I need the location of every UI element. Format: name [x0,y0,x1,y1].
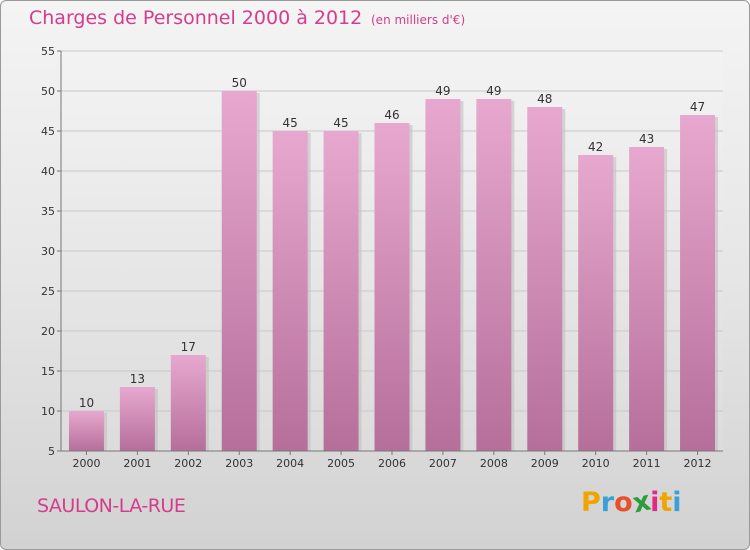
bar-2005 [323,131,359,451]
bar-value-label: 50 [232,76,247,90]
bar-value-label: 48 [537,92,552,106]
y-tick-label: 10 [41,405,55,418]
x-tick-label: 2010 [582,457,610,470]
bar-value-label: 47 [690,100,705,114]
bar-2001 [119,387,155,451]
bar-value-label: 45 [283,116,298,130]
logo-letter: P [581,487,601,518]
y-tick-label: 5 [48,445,55,458]
x-tick-label: 2005 [327,457,355,470]
x-axis: 2000 2001 2002 2003 2004 2005 2006 2007 2008 2009… [72,451,712,470]
logo-letter: o [614,487,633,518]
bar-2007 [425,99,461,451]
y-tick-label: 55 [41,45,55,58]
logo-letter: t [659,487,673,518]
y-tick-label: 35 [41,205,55,218]
chart-title: Charges de Personnel 2000 à 2012 [29,7,363,29]
bar-2002 [170,355,206,451]
x-tick-label: 2003 [225,457,253,470]
proxiti-logo: Proxiti [581,486,682,520]
x-tick-label: 2007 [429,457,457,470]
y-tick-label: 30 [41,245,55,258]
bar-value-label: 13 [130,372,145,386]
x-tick-label: 2004 [276,457,304,470]
bar-2011 [629,147,665,451]
y-axis: 5 10 15 20 25 30 35 40 45 50 55 [41,45,61,458]
y-tick-label: 40 [41,165,55,178]
logo-letter: i [672,487,682,518]
bar-2008 [476,99,512,451]
bar-value-label: 43 [639,132,654,146]
bar-value-label: 17 [181,340,196,354]
y-tick-label: 50 [41,85,55,98]
bar-value-label: 45 [333,116,348,130]
bar-2012 [680,115,716,451]
y-tick-label: 15 [41,365,55,378]
bar-value-label: 10 [79,396,94,410]
commune-name: SAULON-LA-RUE [37,495,186,517]
logo-letter: r [600,487,615,518]
bar-2000 [68,411,104,451]
bar-2009 [527,107,563,451]
bar-2003 [221,91,257,451]
y-tick-label: 20 [41,325,55,338]
bars: 10 13 17 50 45 45 46 49 49 48 42 43 47 [68,76,719,451]
chart-unit: (en milliers d'€) [371,13,466,27]
bar-2010 [578,155,614,451]
x-tick-label: 2002 [174,457,202,470]
x-tick-label: 2011 [633,457,661,470]
bar-value-label: 42 [588,140,603,154]
x-tick-label: 2006 [378,457,406,470]
bar-value-label: 46 [384,108,399,122]
x-tick-label: 2001 [123,457,151,470]
logo-letter: i [650,487,660,518]
bar-2006 [374,123,410,451]
bar-value-label: 49 [435,84,450,98]
bar-2004 [272,131,308,451]
x-tick-label: 2012 [684,457,712,470]
y-tick-label: 45 [41,125,55,138]
y-tick-label: 25 [41,285,55,298]
x-tick-label: 2008 [480,457,508,470]
x-tick-label: 2000 [72,457,100,470]
x-tick-label: 2009 [531,457,559,470]
bar-value-label: 49 [486,84,501,98]
